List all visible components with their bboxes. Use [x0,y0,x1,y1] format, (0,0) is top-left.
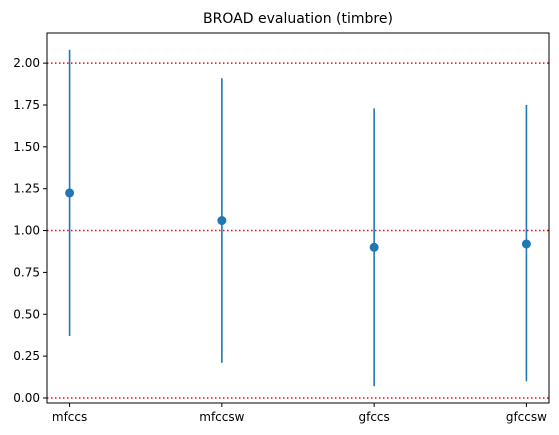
y-tick-label: 0.50 [13,307,40,321]
y-tick-label: 0.00 [13,391,40,405]
x-axis: mfccs mfccsw gfccs gfccsw [52,403,547,424]
y-tick-label: 1.50 [13,140,40,154]
x-tick-label-gfccsw: gfccsw [506,410,547,424]
x-tick-label-mfccsw: mfccsw [199,410,244,424]
y-tick-label: 1.25 [13,182,40,196]
data-point-gfccsw [521,239,531,249]
x-tick-label-mfccs: mfccs [52,410,87,424]
axes-frame [46,32,550,404]
data-point-gfccs [369,242,379,252]
y-tick-label: 2.00 [13,56,40,70]
y-axis: 0.00 0.25 0.50 0.75 1.00 1.25 1.50 1.75 2.00 [13,56,47,405]
data-point-mfccs [65,188,75,198]
plot-area [47,49,549,399]
chart-title: BROAD evaluation (timbre) [203,11,393,27]
y-tick-label: 0.75 [13,265,40,279]
y-tick-label: 0.25 [13,349,40,363]
data-point-mfccsw [217,216,227,226]
y-tick-label: 1.00 [13,224,40,238]
x-tick-label-gfccs: gfccs [358,410,389,424]
y-tick-label: 1.75 [13,98,40,112]
